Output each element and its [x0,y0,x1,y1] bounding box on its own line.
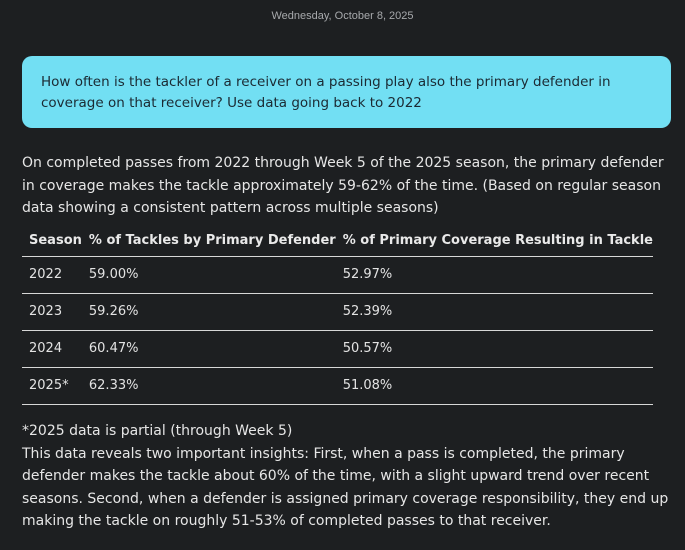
table-row: 2025* 62.33% 51.08% [22,367,653,405]
response-insights: This data reveals two important insights… [22,445,669,530]
cell-season: 2023 [22,293,82,331]
season-stats-table: Season % of Tackles by Primary Defender … [22,225,653,405]
cell-coverage-pct: 51.08% [335,367,653,405]
cell-coverage-pct: 52.39% [335,293,653,331]
table-row: 2022 59.00% 52.97% [22,256,653,294]
cell-tackles-pct: 62.33% [81,367,336,405]
assistant-response: On completed passes from 2022 through We… [22,152,672,533]
header-tackles-by-primary: % of Tackles by Primary Defender [81,225,336,257]
user-message-bubble: How often is the tackler of a receiver o… [22,56,671,128]
cell-tackles-pct: 59.00% [81,256,336,294]
user-message-text: How often is the tackler of a receiver o… [41,74,611,111]
cell-season: 2022 [22,256,82,294]
table-row: 2024 60.47% 50.57% [22,330,653,368]
cell-coverage-pct: 52.97% [335,256,653,294]
table-row: 2023 59.26% 52.39% [22,293,653,331]
header-coverage-resulting-tackle: % of Primary Coverage Resulting in Tackl… [335,225,653,257]
cell-coverage-pct: 50.57% [335,330,653,368]
cell-tackles-pct: 59.26% [81,293,336,331]
cell-season: 2024 [22,330,82,368]
table-footnote: *2025 data is partial (through Week 5) [22,422,293,439]
message-date: Wednesday, October 8, 2025 [271,10,414,22]
cell-tackles-pct: 60.47% [81,330,336,368]
cell-season: 2025* [22,367,82,405]
table-header-row: Season % of Tackles by Primary Defender … [22,225,653,257]
response-intro: On completed passes from 2022 through We… [22,155,664,216]
header-season: Season [22,225,82,257]
